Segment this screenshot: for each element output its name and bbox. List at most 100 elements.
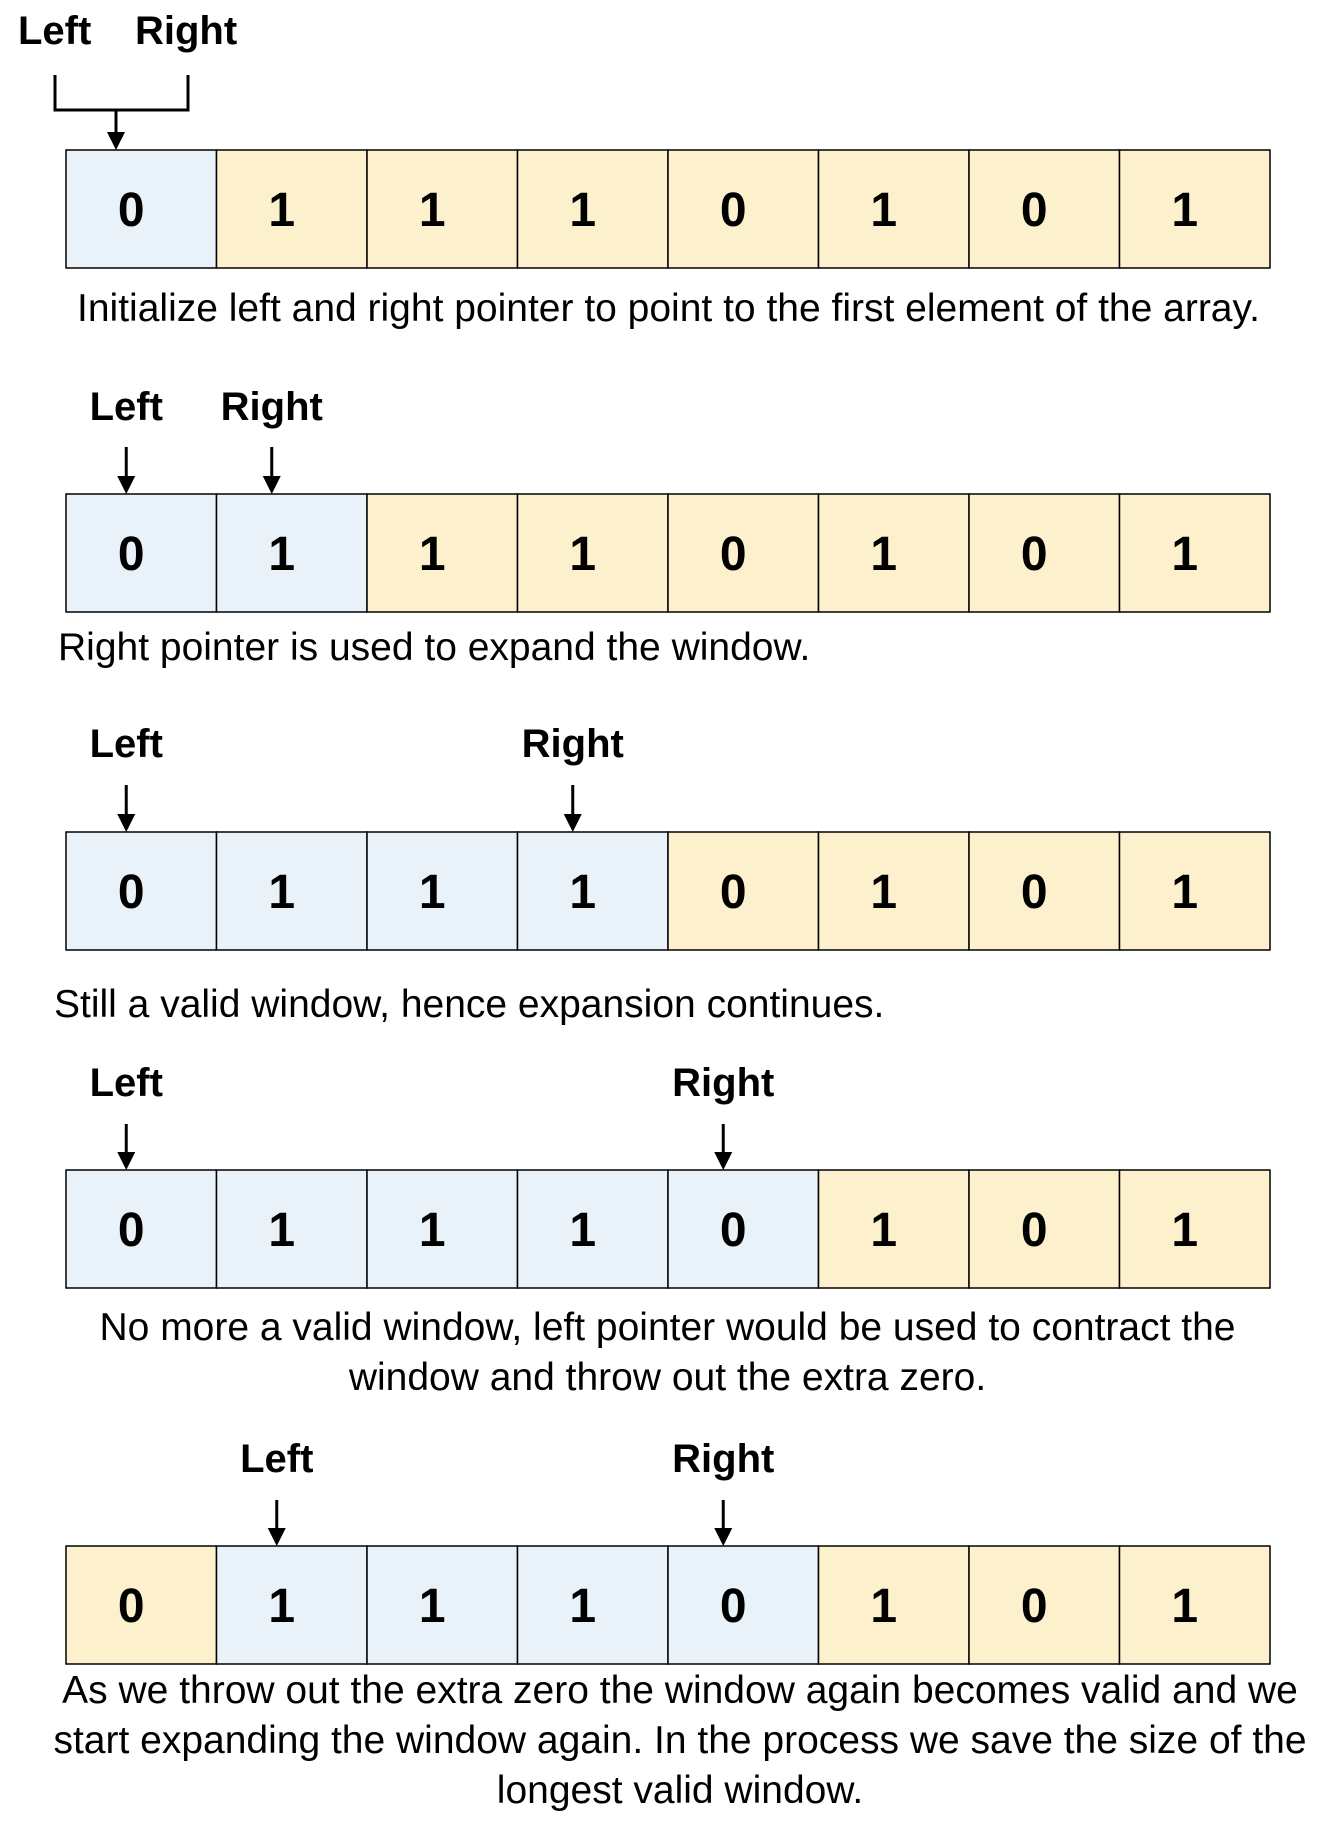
array-cell bbox=[667, 1169, 820, 1289]
step-4: 0 1 1 1 0 1 0 1 Left Right bbox=[65, 1061, 1271, 1289]
right-pointer-arrow-head bbox=[262, 476, 281, 494]
array-cell-value: 1 bbox=[569, 866, 596, 919]
array-cell-value: 0 bbox=[720, 1580, 747, 1633]
step-1-caption: Initialize left and right pointer to poi… bbox=[77, 287, 1260, 330]
array-cell bbox=[366, 831, 519, 951]
step-2: 0 1 1 1 0 1 0 1 Left Right bbox=[65, 385, 1271, 613]
array-cell bbox=[1118, 1169, 1271, 1289]
left-pointer-arrow-head bbox=[267, 1528, 286, 1546]
array-cell-value: 1 bbox=[870, 184, 897, 237]
array-cell bbox=[65, 831, 218, 951]
array-cell-value: 1 bbox=[268, 1580, 295, 1633]
array-cell-value: 0 bbox=[720, 1204, 747, 1257]
step-1: 0 1 1 1 0 1 0 1 Left Right bbox=[18, 9, 1271, 269]
array-cell bbox=[65, 1169, 218, 1289]
array-cell bbox=[366, 1169, 519, 1289]
array-cell-value: 1 bbox=[419, 184, 446, 237]
array-cell-value: 1 bbox=[569, 1204, 596, 1257]
array-cell-value: 0 bbox=[118, 866, 145, 919]
array-cell bbox=[215, 1169, 368, 1289]
array-cell-value: 1 bbox=[268, 184, 295, 237]
array-cell-value: 0 bbox=[720, 528, 747, 581]
step-4-caption: No more a valid window, left pointer wou… bbox=[99, 1306, 1236, 1399]
array-cell-value: 1 bbox=[268, 528, 295, 581]
left-pointer-label: Left bbox=[18, 9, 91, 53]
array-cell bbox=[1118, 493, 1271, 613]
array-cell-value: 1 bbox=[419, 528, 446, 581]
array-cell bbox=[1118, 1545, 1271, 1665]
array-cell-value: 1 bbox=[569, 528, 596, 581]
array-cell-value: 1 bbox=[1171, 1204, 1198, 1257]
left-pointer-label: Left bbox=[90, 1061, 163, 1105]
right-pointer-label: Right bbox=[672, 1061, 774, 1105]
array-cell bbox=[667, 1545, 820, 1665]
left-pointer-arrow-head bbox=[117, 476, 136, 494]
step-3: 0 1 1 1 0 1 0 1 Left Right bbox=[65, 722, 1271, 951]
array-cell-value: 1 bbox=[268, 866, 295, 919]
left-pointer-label: Left bbox=[90, 385, 163, 429]
array-cell-value: 0 bbox=[1021, 1580, 1048, 1633]
left-pointer-arrow-head bbox=[117, 814, 136, 832]
array-cell bbox=[1118, 831, 1271, 951]
array-cell bbox=[817, 493, 970, 613]
array-cell-value: 1 bbox=[1171, 1580, 1198, 1633]
array-cell-value: 1 bbox=[569, 1580, 596, 1633]
array-cell bbox=[817, 1169, 970, 1289]
array-cell bbox=[516, 1545, 669, 1665]
array-cell bbox=[667, 831, 820, 951]
array-cell bbox=[968, 493, 1121, 613]
array-cell bbox=[215, 149, 368, 269]
array-cell bbox=[817, 149, 970, 269]
array-cell-value: 0 bbox=[720, 866, 747, 919]
right-pointer-label: Right bbox=[135, 9, 237, 53]
array-cell bbox=[366, 1545, 519, 1665]
array-cell-value: 0 bbox=[720, 184, 747, 237]
array-cell-value: 0 bbox=[1021, 184, 1048, 237]
array-cell-value: 0 bbox=[1021, 866, 1048, 919]
array-cell-value: 1 bbox=[870, 866, 897, 919]
pointer-bracket bbox=[53, 75, 190, 112]
array-cell bbox=[667, 493, 820, 613]
array-cell bbox=[215, 1545, 368, 1665]
array-cell-value: 1 bbox=[870, 1204, 897, 1257]
shared-pointer-arrow-head bbox=[107, 132, 125, 150]
right-pointer-arrow-head bbox=[714, 1152, 733, 1170]
array-cell-value: 0 bbox=[118, 1204, 145, 1257]
array-cell-value: 1 bbox=[419, 1580, 446, 1633]
step-5-caption: As we throw out the extra zero the windo… bbox=[53, 1669, 1307, 1812]
array-cell-value: 1 bbox=[419, 1204, 446, 1257]
array-cell bbox=[516, 149, 669, 269]
array-cell-value: 0 bbox=[1021, 1204, 1048, 1257]
array-cell-value: 0 bbox=[118, 1580, 145, 1633]
right-pointer-label: Right bbox=[522, 722, 624, 766]
right-pointer-label: Right bbox=[672, 1437, 774, 1481]
left-pointer-label: Left bbox=[240, 1437, 313, 1481]
array-cell-value: 0 bbox=[118, 528, 145, 581]
array-cell-value: 1 bbox=[569, 184, 596, 237]
array-cell-value: 1 bbox=[419, 866, 446, 919]
array-cell bbox=[366, 149, 519, 269]
array-cell bbox=[667, 149, 820, 269]
array-cell bbox=[968, 149, 1121, 269]
array-cell-value: 0 bbox=[118, 184, 145, 237]
right-pointer-arrow-head bbox=[714, 1528, 733, 1546]
array-cell bbox=[65, 493, 218, 613]
array-cell bbox=[968, 831, 1121, 951]
right-pointer-arrow-head bbox=[563, 814, 582, 832]
left-pointer-label: Left bbox=[90, 722, 163, 766]
array-cell-value: 1 bbox=[870, 528, 897, 581]
array-cell bbox=[65, 149, 218, 269]
array-cell-value: 1 bbox=[1171, 866, 1198, 919]
step-2-caption: Right pointer is used to expand the wind… bbox=[58, 626, 811, 669]
array-cell bbox=[215, 493, 368, 613]
array-cell-value: 1 bbox=[870, 1580, 897, 1633]
array-cell bbox=[65, 1545, 218, 1665]
array-cell bbox=[366, 493, 519, 613]
left-pointer-arrow-head bbox=[117, 1152, 136, 1170]
array-cell bbox=[968, 1545, 1121, 1665]
step-5: 0 1 1 1 0 1 0 1 Left Right bbox=[65, 1437, 1271, 1665]
array-cell-value: 1 bbox=[268, 1204, 295, 1257]
array-cell bbox=[817, 831, 970, 951]
